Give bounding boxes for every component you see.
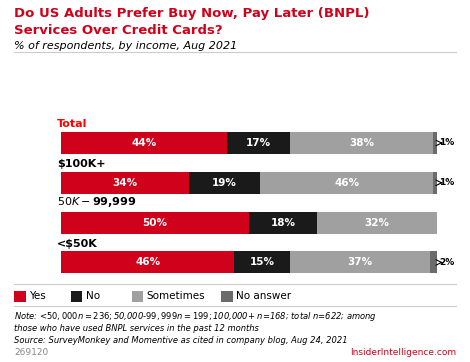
Bar	[227, 132, 290, 154]
Text: No: No	[86, 291, 100, 302]
Text: 46%: 46%	[334, 178, 360, 188]
Text: 44%: 44%	[131, 138, 157, 148]
Text: 269120: 269120	[14, 348, 48, 357]
Text: 15%: 15%	[250, 257, 275, 268]
Text: <$50K: <$50K	[57, 239, 98, 249]
Text: InsiderIntelligence.com: InsiderIntelligence.com	[350, 348, 456, 357]
Text: 38%: 38%	[349, 138, 375, 148]
Bar	[317, 212, 437, 233]
Text: 46%: 46%	[135, 257, 160, 268]
Text: 1%: 1%	[439, 139, 454, 147]
Bar	[61, 252, 234, 273]
Text: 18%: 18%	[270, 218, 296, 228]
Text: Note: <$50,000 n=236; $50,000-$99,999 n=199; $100,000+ n=168; total n=622; among: Note: <$50,000 n=236; $50,000-$99,999 n=…	[14, 310, 377, 333]
Text: No answer: No answer	[236, 291, 291, 302]
Text: Services Over Credit Cards?: Services Over Credit Cards?	[14, 24, 223, 37]
Bar	[290, 132, 433, 154]
Text: Total: Total	[57, 119, 88, 129]
Text: 17%: 17%	[246, 138, 271, 148]
Text: Sometimes: Sometimes	[147, 291, 205, 302]
Text: 32%: 32%	[364, 218, 390, 228]
Text: 37%: 37%	[347, 257, 373, 268]
Text: 34%: 34%	[112, 178, 138, 188]
Text: 1%: 1%	[439, 178, 454, 187]
Bar	[433, 172, 437, 194]
Text: Yes: Yes	[29, 291, 46, 302]
Text: % of respondents, by income, Aug 2021: % of respondents, by income, Aug 2021	[14, 41, 237, 51]
Bar	[433, 132, 437, 154]
Bar	[249, 212, 317, 233]
Bar	[430, 252, 437, 273]
Text: 2%: 2%	[439, 258, 454, 267]
Bar	[61, 172, 189, 194]
Text: $100K+: $100K+	[57, 159, 106, 169]
Bar	[61, 132, 227, 154]
Bar	[290, 252, 430, 273]
Bar	[260, 172, 433, 194]
Bar	[61, 212, 249, 233]
Text: Source: SurveyMonkey and Momentive as cited in company blog, Aug 24, 2021: Source: SurveyMonkey and Momentive as ci…	[14, 336, 348, 345]
Bar	[189, 172, 260, 194]
Text: 50%: 50%	[142, 218, 168, 228]
Text: $50K-$99,999: $50K-$99,999	[57, 195, 137, 209]
Bar	[234, 252, 290, 273]
Text: Do US Adults Prefer Buy Now, Pay Later (BNPL): Do US Adults Prefer Buy Now, Pay Later (…	[14, 7, 369, 20]
Text: 19%: 19%	[212, 178, 237, 188]
